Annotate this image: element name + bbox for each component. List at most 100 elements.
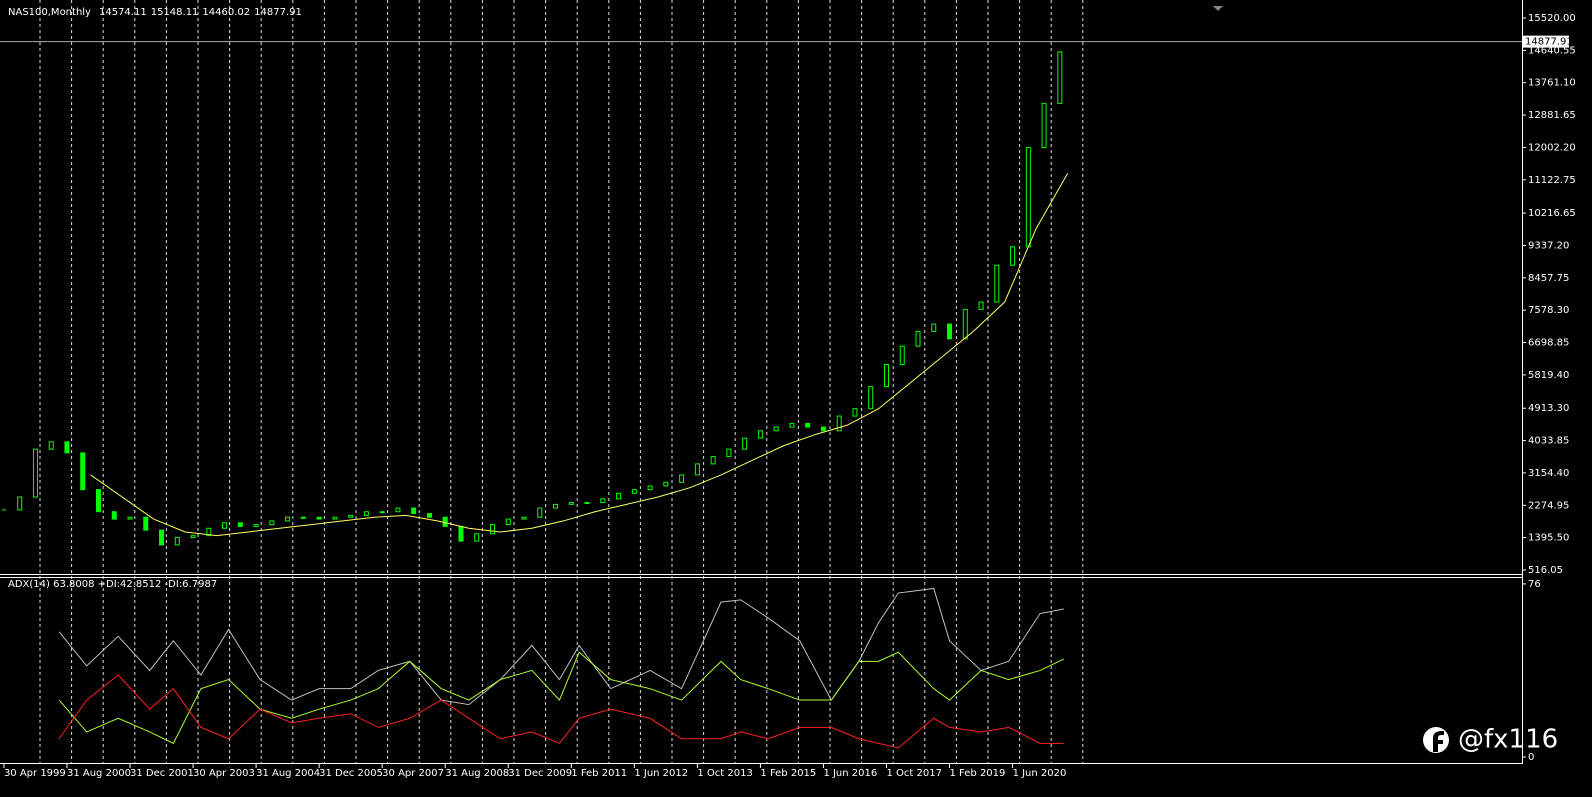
candle bbox=[143, 516, 149, 531]
candle bbox=[174, 536, 180, 546]
candle bbox=[80, 452, 86, 491]
header-part: 14574.11 bbox=[99, 7, 147, 18]
shift-marker bbox=[1213, 6, 1223, 11]
candle bbox=[474, 533, 480, 542]
candle bbox=[442, 516, 448, 527]
candle bbox=[584, 502, 590, 505]
y-tick-label: 12881.65 bbox=[1528, 110, 1576, 121]
candle bbox=[663, 481, 669, 487]
x-tick-label: 30 Apr 1999 bbox=[4, 768, 66, 779]
x-tick-label: 31 Dec 2001 bbox=[130, 768, 194, 779]
candle bbox=[363, 511, 369, 516]
candle bbox=[805, 422, 811, 428]
candle bbox=[426, 513, 432, 518]
candle bbox=[631, 489, 637, 494]
candle bbox=[773, 426, 779, 432]
candle bbox=[962, 308, 968, 340]
candle bbox=[505, 518, 511, 526]
price-label-box bbox=[1523, 35, 1569, 48]
period-separators bbox=[39, 0, 1084, 764]
candle bbox=[647, 485, 653, 491]
candle bbox=[159, 529, 165, 546]
candle bbox=[316, 516, 322, 520]
x-tick-label: 1 Oct 2017 bbox=[886, 768, 941, 779]
candle bbox=[726, 448, 732, 458]
indicator-line bbox=[58, 651, 1065, 744]
indicator-header: ADX(14) 63.8008 +DI:42.8512 -DI:6.7987 bbox=[8, 579, 217, 590]
y-tick-label: 7578.30 bbox=[1528, 305, 1569, 316]
candle bbox=[679, 474, 685, 483]
candle bbox=[742, 437, 748, 450]
candle bbox=[285, 516, 291, 522]
candle bbox=[978, 301, 984, 310]
candle bbox=[332, 516, 338, 520]
candle bbox=[568, 502, 574, 505]
candle bbox=[836, 415, 842, 432]
y-tick-label: 4913.30 bbox=[1528, 403, 1569, 414]
y-tick-label: 12002.20 bbox=[1528, 142, 1576, 153]
y-tick-label: 5819.40 bbox=[1528, 370, 1569, 381]
candle bbox=[600, 498, 606, 504]
y-tick-label: 13761.10 bbox=[1528, 78, 1576, 89]
y-tick-label: 6698.85 bbox=[1528, 338, 1569, 349]
candle bbox=[852, 408, 858, 417]
x-tick-label: 1 Feb 2011 bbox=[571, 768, 627, 779]
x-tick-label: 31 Dec 2005 bbox=[319, 768, 383, 779]
candle bbox=[269, 520, 275, 526]
candle bbox=[789, 422, 795, 428]
candle bbox=[206, 527, 212, 537]
x-tick-label: 1 Feb 2019 bbox=[950, 768, 1006, 779]
candle bbox=[1057, 51, 1063, 104]
candle bbox=[348, 514, 354, 518]
watermark: @fx116 bbox=[1458, 725, 1558, 755]
x-tick-label: 1 Jun 2020 bbox=[1013, 768, 1067, 779]
watermark-icon bbox=[1423, 727, 1449, 753]
x-tick-label: 31 Aug 2008 bbox=[445, 768, 509, 779]
x-tick-label: 1 Feb 2015 bbox=[760, 768, 816, 779]
x-tick-label: 31 Dec 2009 bbox=[508, 768, 572, 779]
candle bbox=[537, 507, 543, 518]
indicator-line bbox=[58, 674, 1064, 749]
candle bbox=[947, 323, 953, 340]
candle bbox=[127, 516, 133, 520]
y-tick-label: 2274.95 bbox=[1528, 500, 1569, 511]
candle bbox=[253, 524, 259, 527]
header-part: 15148.11 bbox=[151, 7, 199, 18]
y-tick-label: 8457.75 bbox=[1528, 273, 1569, 284]
candle bbox=[64, 441, 70, 454]
price-label: 14877.91 bbox=[1525, 37, 1573, 48]
candle bbox=[1041, 102, 1047, 149]
moving-average bbox=[90, 173, 1069, 537]
header-part: 14877.91 bbox=[254, 7, 302, 18]
candle bbox=[883, 364, 889, 388]
candle bbox=[95, 489, 101, 513]
x-tick-label: 1 Jun 2016 bbox=[823, 768, 877, 779]
candle bbox=[222, 522, 228, 529]
candle bbox=[489, 524, 495, 535]
header-part: 14460.02 bbox=[202, 7, 250, 18]
header-part: NAS100,Monthly bbox=[8, 7, 91, 18]
y-tick-label: 516.05 bbox=[1528, 565, 1563, 576]
candle bbox=[379, 511, 385, 514]
candle bbox=[32, 448, 38, 498]
candle bbox=[1010, 246, 1016, 266]
candle bbox=[190, 535, 196, 538]
candle bbox=[237, 522, 243, 527]
candle bbox=[899, 345, 905, 366]
chart-header: NAS100,Monthly 14574.11 15148.11 14460.02 14… bbox=[8, 7, 302, 18]
candle bbox=[820, 426, 826, 432]
y-tick-label: 1395.50 bbox=[1528, 533, 1569, 544]
candle bbox=[915, 330, 921, 347]
candle bbox=[757, 430, 763, 439]
candle bbox=[395, 507, 401, 513]
candle bbox=[411, 507, 417, 515]
candle bbox=[553, 503, 559, 509]
candle bbox=[994, 264, 1000, 303]
y-tick-label: 9337.20 bbox=[1528, 240, 1569, 251]
x-tick-label: 31 Aug 2000 bbox=[67, 768, 131, 779]
y-tick-label: 4033.85 bbox=[1528, 436, 1569, 447]
y-tick-label: 0 bbox=[1528, 752, 1534, 763]
candle bbox=[300, 516, 306, 519]
